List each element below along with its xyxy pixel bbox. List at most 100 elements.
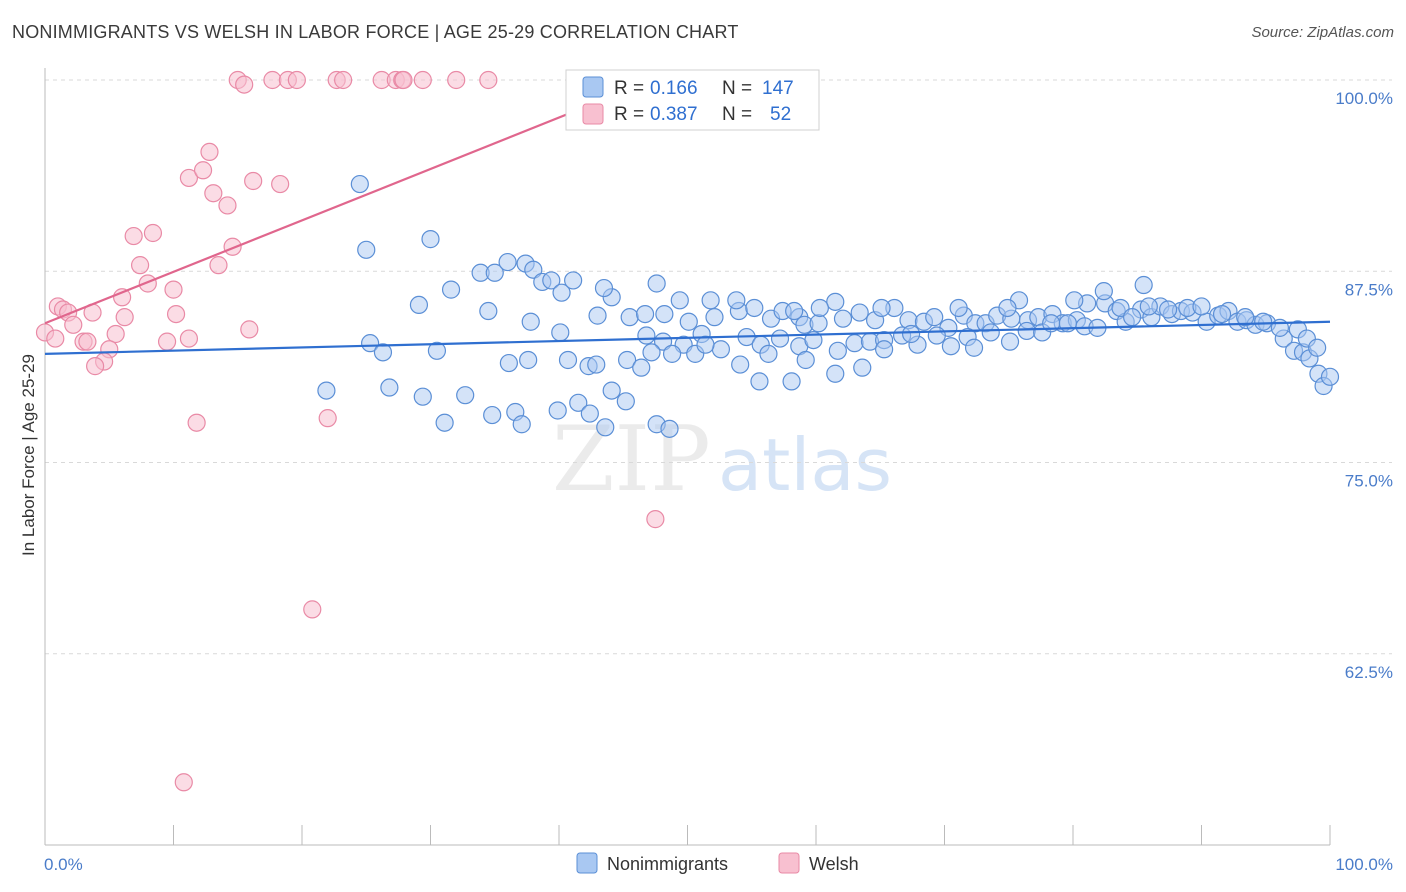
nonimmigrants-point <box>602 381 621 400</box>
nonimmigrants-point <box>731 355 750 374</box>
legend-r-value-2: 0.387 <box>650 104 698 125</box>
nonimmigrants-point <box>618 350 637 370</box>
nonimmigrants-point <box>499 353 518 373</box>
legend-n-value-2: 52 <box>770 104 791 125</box>
x-tick-label-1: 100.0% <box>1335 855 1393 874</box>
nonimmigrants-point <box>679 312 698 331</box>
nonimmigrants-point <box>548 401 567 420</box>
welsh-point <box>394 70 413 90</box>
nonimmigrants-point <box>594 278 614 298</box>
top-legend: R = 0.166 N = 147 R = 0.387 N = 52 <box>565 69 820 131</box>
nonimmigrants-point <box>809 314 828 333</box>
nonimmigrants-point <box>637 326 656 345</box>
nonimmigrants-point <box>632 358 651 377</box>
welsh-point <box>204 184 223 203</box>
nonimmigrants-point <box>927 326 946 345</box>
nonimmigrants-point <box>828 341 847 360</box>
welsh-point <box>115 308 134 327</box>
chart-title: NONIMMIGRANTS VS WELSH IN LABOR FORCE | … <box>12 22 739 42</box>
welsh-point <box>46 329 65 348</box>
nonimmigrants-point <box>521 312 540 331</box>
nonimmigrants-point <box>373 343 393 362</box>
nonimmigrants-point <box>670 291 689 310</box>
nonimmigrants-point <box>456 386 475 405</box>
nonimmigrants-point <box>1000 332 1020 351</box>
nonimmigrants-point <box>350 174 369 194</box>
nonimmigrants-point <box>964 338 984 357</box>
nonimmigrants-point <box>551 323 570 342</box>
welsh-point <box>209 256 228 275</box>
welsh-point <box>166 304 186 324</box>
gridlines <box>45 79 1392 655</box>
welsh-point <box>235 75 254 94</box>
legend-swatch-pink <box>582 103 604 125</box>
nonimmigrants-point <box>660 419 679 438</box>
nonimmigrants-point <box>850 303 869 322</box>
y-axis-label: In Labor Force | Age 25-29 <box>19 354 38 556</box>
nonimmigrants-point <box>512 415 531 434</box>
bottom-legend-swatch-nonimmigrants <box>576 852 598 874</box>
nonimmigrants-point <box>519 350 538 370</box>
nonimmigrants-point <box>826 292 845 311</box>
nonimmigrants-point <box>810 298 829 318</box>
welsh-point <box>271 174 290 194</box>
welsh-point <box>218 196 237 215</box>
nonimmigrants-point <box>1139 297 1158 316</box>
nonimmigrants-point <box>872 298 891 318</box>
nonimmigrants-point <box>782 372 801 391</box>
nonimmigrants-point <box>552 283 571 302</box>
nonimmigrants-point <box>770 329 790 348</box>
bottom-legend-swatch-welsh <box>778 852 800 874</box>
nonimmigrants-point <box>705 308 724 327</box>
welsh-point <box>78 332 97 351</box>
nonimmigrants-point <box>485 263 504 282</box>
nonimmigrants-point <box>941 337 961 356</box>
welsh-point <box>143 223 163 243</box>
welsh-point <box>318 409 337 428</box>
watermark-atlas: atlas <box>718 423 892 507</box>
welsh-point <box>174 773 193 792</box>
source-credit: Source: ZipAtlas.com <box>1251 24 1394 41</box>
nonimmigrants-point <box>1192 297 1211 316</box>
welsh-point <box>164 280 183 299</box>
nonimmigrants-point <box>483 405 502 425</box>
nonimmigrants-point <box>409 295 429 315</box>
welsh-point <box>179 329 199 348</box>
welsh-point <box>200 142 219 162</box>
welsh-point <box>130 256 150 275</box>
welsh-point <box>646 510 665 529</box>
nonimmigrants-point <box>845 334 864 353</box>
nonimmigrants-point <box>1254 312 1273 331</box>
nonimmigrants-point <box>949 298 968 318</box>
welsh-point <box>240 320 259 339</box>
nonimmigrants-point <box>357 240 376 259</box>
legend-n-label-2: N = <box>722 104 752 125</box>
nonimmigrants-point <box>620 308 639 327</box>
nonimmigrants-point <box>981 323 1000 342</box>
nonimmigrants-point <box>853 358 872 377</box>
nonimmigrants-point <box>1123 308 1142 327</box>
nonimmigrants-point <box>1236 308 1255 327</box>
nonimmigrants-point <box>1212 304 1232 324</box>
welsh-point <box>86 357 105 376</box>
legend-r-value-1: 0.166 <box>650 78 698 99</box>
nonimmigrants-point <box>441 280 461 299</box>
nonimmigrants-point <box>380 378 399 397</box>
legend-n-value-1: 147 <box>762 78 794 99</box>
nonimmigrants-point <box>901 324 921 344</box>
nonimmigrants-point <box>558 350 578 370</box>
welsh-point <box>263 70 282 90</box>
nonimmigrants-point <box>925 308 944 327</box>
nonimmigrants-point <box>421 230 440 249</box>
nonimmigrants-point <box>596 418 615 437</box>
y-tick-label-0: 62.5% <box>1345 663 1393 682</box>
nonimmigrants-point <box>1308 338 1327 357</box>
nonimmigrants-point <box>1158 300 1178 319</box>
nonimmigrants-point <box>616 392 635 411</box>
welsh-point <box>179 168 199 188</box>
nonimmigrants-point <box>727 291 746 310</box>
welsh-point <box>187 413 206 432</box>
nonimmigrants-point <box>635 304 655 324</box>
axes <box>44 68 1331 846</box>
